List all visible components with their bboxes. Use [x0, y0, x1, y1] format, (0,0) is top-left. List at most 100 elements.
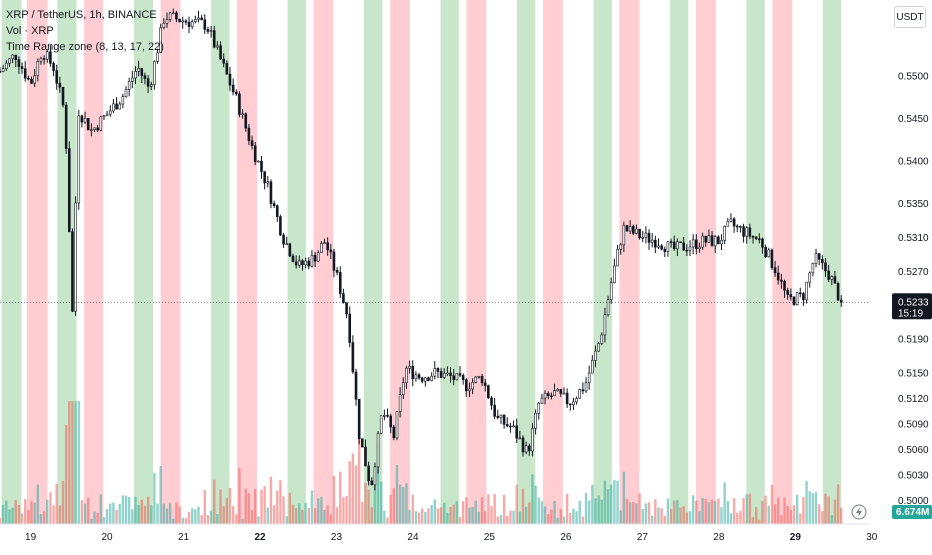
- legend-volume[interactable]: Vol · XRP: [6, 25, 54, 37]
- candle-body: [156, 52, 159, 62]
- candle: [99, 115, 103, 132]
- candle: [770, 248, 774, 271]
- volume-bar: [0, 517, 2, 524]
- candle-body: [348, 313, 352, 343]
- candle: [279, 214, 282, 236]
- candle: [833, 270, 837, 284]
- candle: [465, 378, 468, 397]
- candle: [225, 60, 229, 75]
- candle: [379, 415, 383, 435]
- time-axis[interactable]: 19 20 21 22 23 24 25 26 27 28 29 30: [25, 532, 878, 543]
- volume-bar: [682, 506, 685, 524]
- candle: [367, 461, 370, 486]
- candle-body: [688, 246, 692, 251]
- candle-body: [814, 253, 818, 264]
- candle-body: [162, 23, 166, 28]
- candle: [275, 204, 279, 222]
- candle: [74, 196, 77, 316]
- candle: [68, 141, 71, 233]
- candle-body: [465, 379, 468, 392]
- candle-body: [190, 21, 194, 27]
- volume-bar: [600, 499, 603, 524]
- volume-bar: [241, 518, 244, 524]
- candle-body: [326, 242, 329, 251]
- time-axis-background[interactable]: [0, 524, 868, 550]
- candle-body: [392, 426, 396, 439]
- currency-selector[interactable]: USDT: [894, 6, 926, 28]
- candle-body: [764, 246, 767, 258]
- candle-body: [376, 433, 380, 468]
- candle: [487, 384, 490, 399]
- volume-bar: [833, 499, 837, 524]
- candle-body: [420, 377, 424, 382]
- candle: [578, 388, 582, 399]
- candle-body: [745, 227, 749, 237]
- candle-body: [36, 61, 40, 76]
- volume-bar: [786, 506, 789, 524]
- candle: [537, 401, 541, 420]
- candle-body: [17, 59, 21, 67]
- legend-indicator[interactable]: Time Range zone (8, 13, 17, 22): [6, 41, 164, 53]
- zone-green-2: [57, 0, 77, 524]
- candle-body: [361, 438, 364, 448]
- candle-body: [550, 395, 553, 398]
- candle: [622, 221, 626, 253]
- volume-bar: [594, 498, 597, 524]
- volume-bar: [736, 512, 739, 524]
- volume-bar: [524, 506, 528, 524]
- candle-body: [257, 160, 260, 163]
- price-tick-label: 0.5350: [898, 199, 929, 210]
- candle: [449, 367, 452, 383]
- candle: [672, 235, 676, 251]
- price-axis[interactable]: 0.5500 0.5450 0.5400 0.5350 0.5310 0.5270 0.51…: [898, 72, 929, 507]
- candle-body: [758, 238, 761, 241]
- candle: [688, 240, 692, 256]
- volume-bar: [512, 510, 515, 524]
- candle-body: [802, 293, 805, 301]
- candle: [194, 15, 197, 24]
- candle: [827, 264, 830, 283]
- candle: [483, 378, 487, 392]
- volume-bar: [704, 498, 707, 524]
- price-tick-label: 0.5190: [898, 335, 929, 346]
- candle: [543, 390, 547, 405]
- lightning-icon: [856, 507, 862, 517]
- candle-body: [710, 235, 714, 247]
- volume-bar: [739, 510, 742, 524]
- candle: [707, 229, 711, 243]
- volume-bar: [821, 511, 824, 524]
- candle-body: [461, 375, 465, 380]
- volume-bar: [799, 513, 802, 524]
- candle-body: [780, 279, 783, 282]
- price-axis-background[interactable]: [868, 0, 932, 550]
- candle: [228, 67, 232, 91]
- chart-legend: XRP / TetherUS, 1h, BINANCE Vol · XRP Ti…: [6, 7, 164, 55]
- candle: [528, 443, 531, 456]
- volume-bar: [159, 465, 162, 524]
- candle-body: [0, 71, 2, 73]
- time-tick-label: 21: [178, 532, 190, 543]
- candle: [329, 243, 333, 260]
- volume-bar: [496, 516, 500, 524]
- candle-body: [685, 249, 689, 252]
- candle: [701, 232, 704, 250]
- volume-bar: [565, 493, 569, 524]
- volume-bar: [112, 502, 115, 524]
- candle: [332, 249, 336, 278]
- candle-body: [124, 89, 128, 97]
- volume-bar: [156, 503, 159, 524]
- replay-button[interactable]: [851, 504, 867, 520]
- candle-body: [546, 393, 550, 397]
- candle: [471, 378, 474, 395]
- candle-body: [786, 289, 789, 295]
- volume-bar: [52, 505, 55, 524]
- candle-body: [108, 110, 112, 115]
- candle-body: [304, 260, 307, 266]
- candle: [496, 409, 500, 420]
- candle: [5, 60, 8, 71]
- legend-symbol[interactable]: XRP / TetherUS, 1h, BINANCE: [6, 9, 157, 21]
- candle-body: [770, 249, 774, 268]
- volume-bar: [506, 515, 509, 524]
